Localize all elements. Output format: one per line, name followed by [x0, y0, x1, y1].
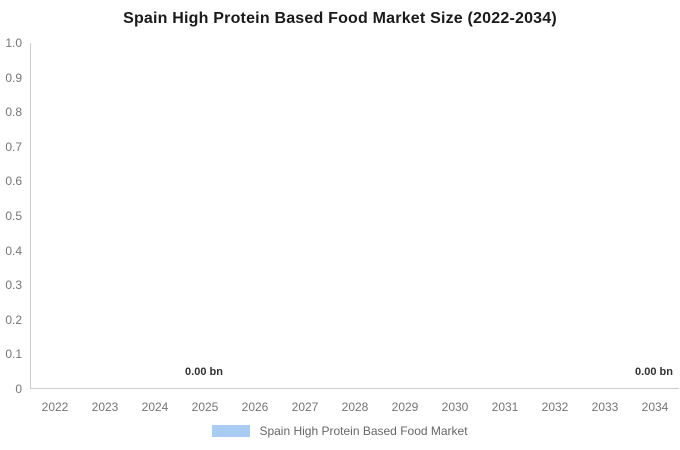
- y-tick-label: 0.7: [5, 139, 22, 154]
- x-tick-label: 2023: [91, 400, 119, 414]
- bar-slot: [131, 43, 181, 388]
- legend-label: Spain High Protein Based Food Market: [259, 424, 468, 438]
- y-tick-label: 0: [15, 381, 22, 396]
- data-label-2025: 0.00 bn: [185, 366, 223, 378]
- legend-swatch-icon: [212, 425, 251, 437]
- bar-slot: [380, 43, 430, 388]
- bar-slot: [629, 43, 679, 388]
- bar-slot: [280, 43, 330, 388]
- bar-slot: [230, 43, 280, 388]
- bar-slot: [430, 43, 480, 388]
- x-tick-label: 2031: [491, 400, 519, 414]
- y-axis-labels: 1.0 0.9 0.8 0.7 0.6 0.5 0.4 0.3 0.2 0.1 …: [0, 37, 22, 395]
- bar-slot: [31, 43, 81, 388]
- y-tick-label: 0.8: [5, 105, 22, 120]
- chart-title: Spain High Protein Based Food Market Siz…: [123, 10, 557, 27]
- bar-slot: [529, 43, 579, 388]
- bar-slot: [81, 43, 131, 388]
- y-tick-label: 0.1: [5, 347, 22, 362]
- y-tick-label: 0.9: [5, 70, 22, 85]
- x-tick-label: 2026: [241, 400, 269, 414]
- x-tick-label: 2030: [441, 400, 469, 414]
- x-tick-label: 2024: [141, 400, 169, 414]
- y-tick-label: 1.0: [5, 36, 22, 50]
- bars: [31, 43, 679, 388]
- x-tick-label: 2027: [291, 400, 319, 414]
- x-tick-label: 2032: [541, 400, 569, 414]
- x-tick-label: 2034: [641, 400, 669, 414]
- x-tick-label: 2022: [41, 400, 69, 414]
- y-tick-label: 0.3: [5, 278, 22, 293]
- x-tick-label: 2025: [191, 400, 219, 414]
- bar-slot: [480, 43, 530, 388]
- x-axis-labels: 2022 2023 2024 2025 2026 2027 2028 2029 …: [30, 400, 680, 414]
- x-tick-label: 2028: [341, 400, 369, 414]
- y-tick-label: 0.5: [5, 208, 22, 223]
- y-tick-label: 0.2: [5, 312, 22, 327]
- y-tick-label: 0.6: [5, 174, 22, 189]
- bar-slot: [181, 43, 231, 388]
- plot-area: [30, 43, 679, 389]
- x-tick-label: 2029: [391, 400, 419, 414]
- legend: Spain High Protein Based Food Market: [0, 424, 680, 438]
- x-tick-label: 2033: [591, 400, 619, 414]
- legend-item-spain-market[interactable]: Spain High Protein Based Food Market: [212, 424, 468, 438]
- bar-slot: [579, 43, 629, 388]
- data-label-2034: 0.00 bn: [635, 366, 673, 378]
- y-tick-label: 0.4: [5, 243, 22, 258]
- bar-slot: [330, 43, 380, 388]
